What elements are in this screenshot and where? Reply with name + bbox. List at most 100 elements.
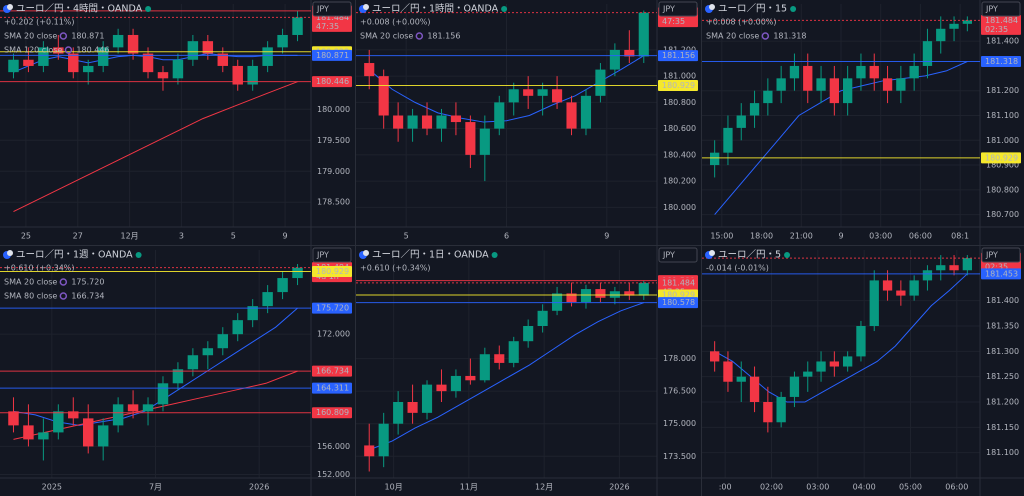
y-tick-label: 173.500 xyxy=(663,452,696,461)
price-tag-label: 180.578 xyxy=(662,298,695,307)
candle-body xyxy=(436,115,447,129)
y-tick-label: 181.200 xyxy=(986,86,1019,95)
indicator-label: SMA 20 close xyxy=(360,32,413,41)
candle-body xyxy=(829,78,840,104)
y-tick-label: 181.200 xyxy=(986,398,1019,407)
price-tag xyxy=(312,266,352,278)
x-tick-label: 21:00 xyxy=(790,232,813,241)
indicator-settings-icon[interactable] xyxy=(59,278,68,286)
price-tag-label: 181.484 xyxy=(985,16,1018,25)
currency-button[interactable] xyxy=(312,247,352,263)
sma-line xyxy=(714,61,968,215)
currency-button[interactable] xyxy=(981,247,1021,263)
chart-panel: 25 27 12月 3 5 9 178.500 179.000 179.500 180.000 18… xyxy=(0,0,355,245)
symbol-title: ユーロ／円・1日・OANDA xyxy=(372,250,489,261)
y-tick-label: 181.350 xyxy=(986,322,1019,331)
indicator-label: SMA 20 close xyxy=(4,32,57,41)
candle-body xyxy=(187,355,199,370)
price-tag-countdown: 47:35 xyxy=(662,17,685,26)
price-change: +0.202 (+0.11%) xyxy=(4,18,75,27)
currency-button[interactable] xyxy=(981,1,1021,17)
candle-body xyxy=(187,41,199,60)
y-tick-label: 179.000 xyxy=(317,167,350,176)
candle-body xyxy=(523,89,534,96)
price-tag-label: 166.734 xyxy=(316,367,349,376)
price-tag xyxy=(312,76,352,88)
candle-body xyxy=(936,265,946,271)
candle-body xyxy=(217,334,229,349)
x-tick-label: 27 xyxy=(73,232,83,241)
candle-body xyxy=(292,17,303,35)
indicator-value: 181.318 xyxy=(773,32,806,41)
price-change: -0.014 (-0.01%) xyxy=(706,264,769,273)
candle-body xyxy=(53,47,64,54)
candle-body xyxy=(247,306,258,321)
x-tick-label: 9 xyxy=(283,232,288,241)
indicator-settings-icon[interactable] xyxy=(59,292,68,300)
price-tag-label: 180.929 xyxy=(985,153,1018,162)
y-tick-label: 181.400 xyxy=(986,296,1019,305)
x-tick-label: 12月 xyxy=(535,483,553,492)
candle-body xyxy=(38,432,49,440)
currency-button[interactable] xyxy=(658,247,698,263)
candle-body xyxy=(112,34,124,48)
candle-body xyxy=(723,361,733,382)
candle-body xyxy=(8,59,19,73)
currency-button[interactable] xyxy=(312,1,352,17)
price-tag xyxy=(658,297,698,309)
indicator-settings-icon[interactable] xyxy=(761,32,770,40)
y-tick-label: 178.000 xyxy=(663,354,696,363)
x-tick-label: 12月 xyxy=(120,232,138,241)
candle-body xyxy=(609,49,620,70)
indicator-label: SMA 20 close xyxy=(706,32,759,41)
currency-label: JPY xyxy=(985,251,998,260)
price-tag xyxy=(658,50,698,62)
currency-button[interactable] xyxy=(658,1,698,17)
y-tick-label: 176.500 xyxy=(663,387,696,396)
y-tick-label: 180.800 xyxy=(986,185,1019,194)
price-tag-label: 160.809 xyxy=(316,408,349,417)
y-tick-label: 181.200 xyxy=(663,45,696,54)
candle-body xyxy=(949,23,959,29)
x-tick-label: 08:1 xyxy=(951,232,969,241)
price-tag-label: 180.929 xyxy=(316,267,349,276)
candle-body xyxy=(450,375,461,392)
price-tag xyxy=(312,49,352,61)
price-tag-label: 181.318 xyxy=(985,57,1018,66)
y-tick-label: 152.000 xyxy=(317,470,350,479)
candle-body xyxy=(595,69,606,96)
candle-body xyxy=(232,65,243,85)
indicator-settings-icon[interactable] xyxy=(64,46,73,54)
candle-body xyxy=(949,265,959,271)
candle-body xyxy=(882,280,893,291)
y-tick-label: 181.000 xyxy=(986,136,1019,145)
candle-body xyxy=(82,418,94,447)
symbol-title: ユーロ／円・1週・OANDA xyxy=(16,249,133,261)
price-tag xyxy=(658,79,698,91)
candle-body xyxy=(776,78,786,91)
y-tick-label: 181.000 xyxy=(663,72,696,81)
chart-panel: 20257月2026152.000156.000172.000181.4844d… xyxy=(0,246,355,496)
price-tag-label: 180.871 xyxy=(316,51,349,60)
x-tick-label: 18:00 xyxy=(750,232,773,241)
indicator-settings-icon[interactable] xyxy=(59,32,68,40)
indicator-label: SMA 80 close xyxy=(4,292,57,301)
x-tick-label: 10月 xyxy=(385,483,403,492)
price-tag-countdown: 02:35 xyxy=(985,25,1008,34)
candle-body xyxy=(142,53,154,73)
candle-body xyxy=(789,65,800,79)
candle-body xyxy=(97,425,109,447)
x-tick-label: 2026 xyxy=(249,483,269,492)
candle-body xyxy=(580,289,592,303)
y-tick-label: 156.000 xyxy=(317,442,350,451)
currency-label: JPY xyxy=(985,5,998,14)
candle-body xyxy=(68,53,79,73)
symbol-icon-overlay xyxy=(7,4,13,10)
market-status-dot xyxy=(784,252,791,258)
price-tag-label: 164.311 xyxy=(316,384,349,393)
candle-body xyxy=(277,278,288,293)
sma-line xyxy=(13,53,298,73)
candle-body xyxy=(776,396,786,423)
indicator-settings-icon[interactable] xyxy=(415,32,424,40)
panel-background xyxy=(356,246,701,496)
